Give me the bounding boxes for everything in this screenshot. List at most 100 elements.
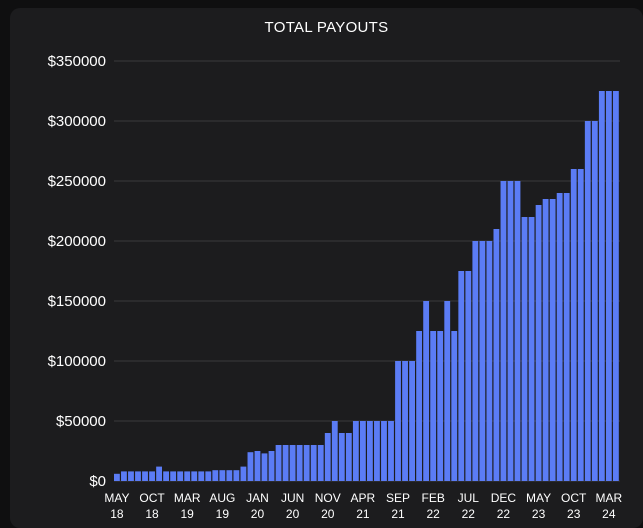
bar: [514, 181, 521, 481]
x-tick-label: DEC 22: [491, 491, 517, 521]
bar: [289, 445, 296, 481]
x-tick-label: NOV 20: [315, 491, 341, 521]
bar: [381, 421, 387, 481]
bar: [240, 466, 247, 481]
bar-chart: $0 $50000 $100000 $150000 $200000 $250000 $300…: [48, 53, 623, 521]
x-tick-label: FEB 22: [421, 491, 444, 521]
x-tick-label: SEP 21: [386, 491, 410, 521]
bar: [254, 451, 261, 481]
bar: [310, 445, 317, 481]
bar: [317, 445, 324, 481]
x-tick-label: AUG 19: [209, 491, 235, 521]
bar: [275, 445, 282, 481]
y-tick-label: $150000: [48, 293, 106, 310]
bar: [472, 241, 479, 481]
y-axis-ticks: $0 $50000 $100000 $150000 $200000 $250000 $300…: [48, 53, 106, 490]
x-axis-ticks: MAY 18 OCT 18 MAR 19 AUG 19 JAN 20 JUN 20 NOV 20 APR 21…: [104, 491, 622, 521]
bar: [367, 421, 373, 481]
bar: [149, 471, 155, 481]
bar: [388, 421, 394, 481]
x-tick-label: MAR 19: [174, 491, 201, 521]
bar: [493, 229, 500, 481]
bar: [163, 471, 170, 481]
bar: [156, 466, 162, 481]
x-tick-label: OCT 23: [561, 491, 587, 521]
bar: [184, 471, 191, 481]
bar: [135, 471, 141, 481]
bar: [247, 452, 254, 481]
bar: [212, 470, 219, 481]
bar: [423, 301, 430, 481]
bar: [345, 433, 352, 481]
x-tick-label: APR 21: [351, 491, 376, 521]
y-tick-label: $0: [89, 473, 106, 490]
y-tick-label: $50000: [56, 413, 106, 430]
bar: [549, 199, 556, 481]
bar: [374, 421, 380, 481]
bar: [331, 421, 338, 481]
bar: [191, 471, 198, 481]
bar: [142, 471, 148, 481]
x-tick-label: JUN 20: [281, 491, 304, 521]
bar: [170, 471, 177, 481]
bar: [451, 331, 458, 481]
bar: [528, 217, 535, 481]
bar: [437, 331, 444, 481]
bar: [128, 471, 134, 481]
y-tick-label: $250000: [48, 173, 106, 190]
bar: [570, 169, 577, 481]
bar: [359, 421, 366, 481]
bar: [226, 470, 233, 481]
bar: [605, 91, 612, 481]
bar: [598, 91, 605, 481]
bar: [458, 271, 465, 481]
bar: [205, 471, 212, 481]
bar: [233, 470, 240, 481]
bar: [219, 470, 226, 481]
bar: [542, 199, 549, 481]
bar: [296, 445, 303, 481]
bar: [507, 181, 514, 481]
bar: [577, 169, 584, 481]
bar: [303, 445, 310, 481]
bar: [591, 121, 598, 481]
bar: [465, 271, 472, 481]
bars: [114, 91, 619, 481]
bar: [416, 331, 423, 481]
y-tick-label: $200000: [48, 233, 106, 250]
bar: [121, 471, 127, 481]
bar: [409, 361, 415, 481]
bar: [395, 361, 401, 481]
y-tick-label: $300000: [48, 113, 106, 130]
bar: [563, 193, 570, 481]
x-tick-label: OCT 18: [139, 491, 165, 521]
bar: [198, 471, 205, 481]
bar: [114, 473, 120, 481]
bar: [556, 193, 563, 481]
x-tick-label: MAY 23: [526, 491, 551, 521]
x-tick-label: JAN 20: [246, 491, 269, 521]
bar: [261, 453, 268, 481]
bar: [177, 471, 184, 481]
bar: [486, 241, 493, 481]
bar: [282, 445, 289, 481]
chart-title: TOTAL PAYOUTS: [264, 19, 389, 36]
bar: [268, 451, 275, 481]
x-tick-label: MAR 24: [596, 491, 623, 521]
x-tick-label: JUL 22: [458, 491, 480, 521]
x-tick-label: MAY 18: [104, 491, 129, 521]
bar: [444, 301, 451, 481]
bar: [521, 217, 528, 481]
y-tick-label: $100000: [48, 353, 106, 370]
bar: [535, 205, 542, 481]
bar: [430, 331, 437, 481]
bar: [500, 181, 507, 481]
y-tick-label: $350000: [48, 53, 106, 70]
bar: [402, 361, 408, 481]
bar: [324, 433, 331, 481]
bar: [352, 421, 359, 481]
bar: [479, 241, 486, 481]
chart-card: TOTAL PAYOUTS $0 $50000 $100000 $150000 $200…: [10, 8, 643, 528]
bar: [612, 91, 619, 481]
bar: [584, 121, 591, 481]
